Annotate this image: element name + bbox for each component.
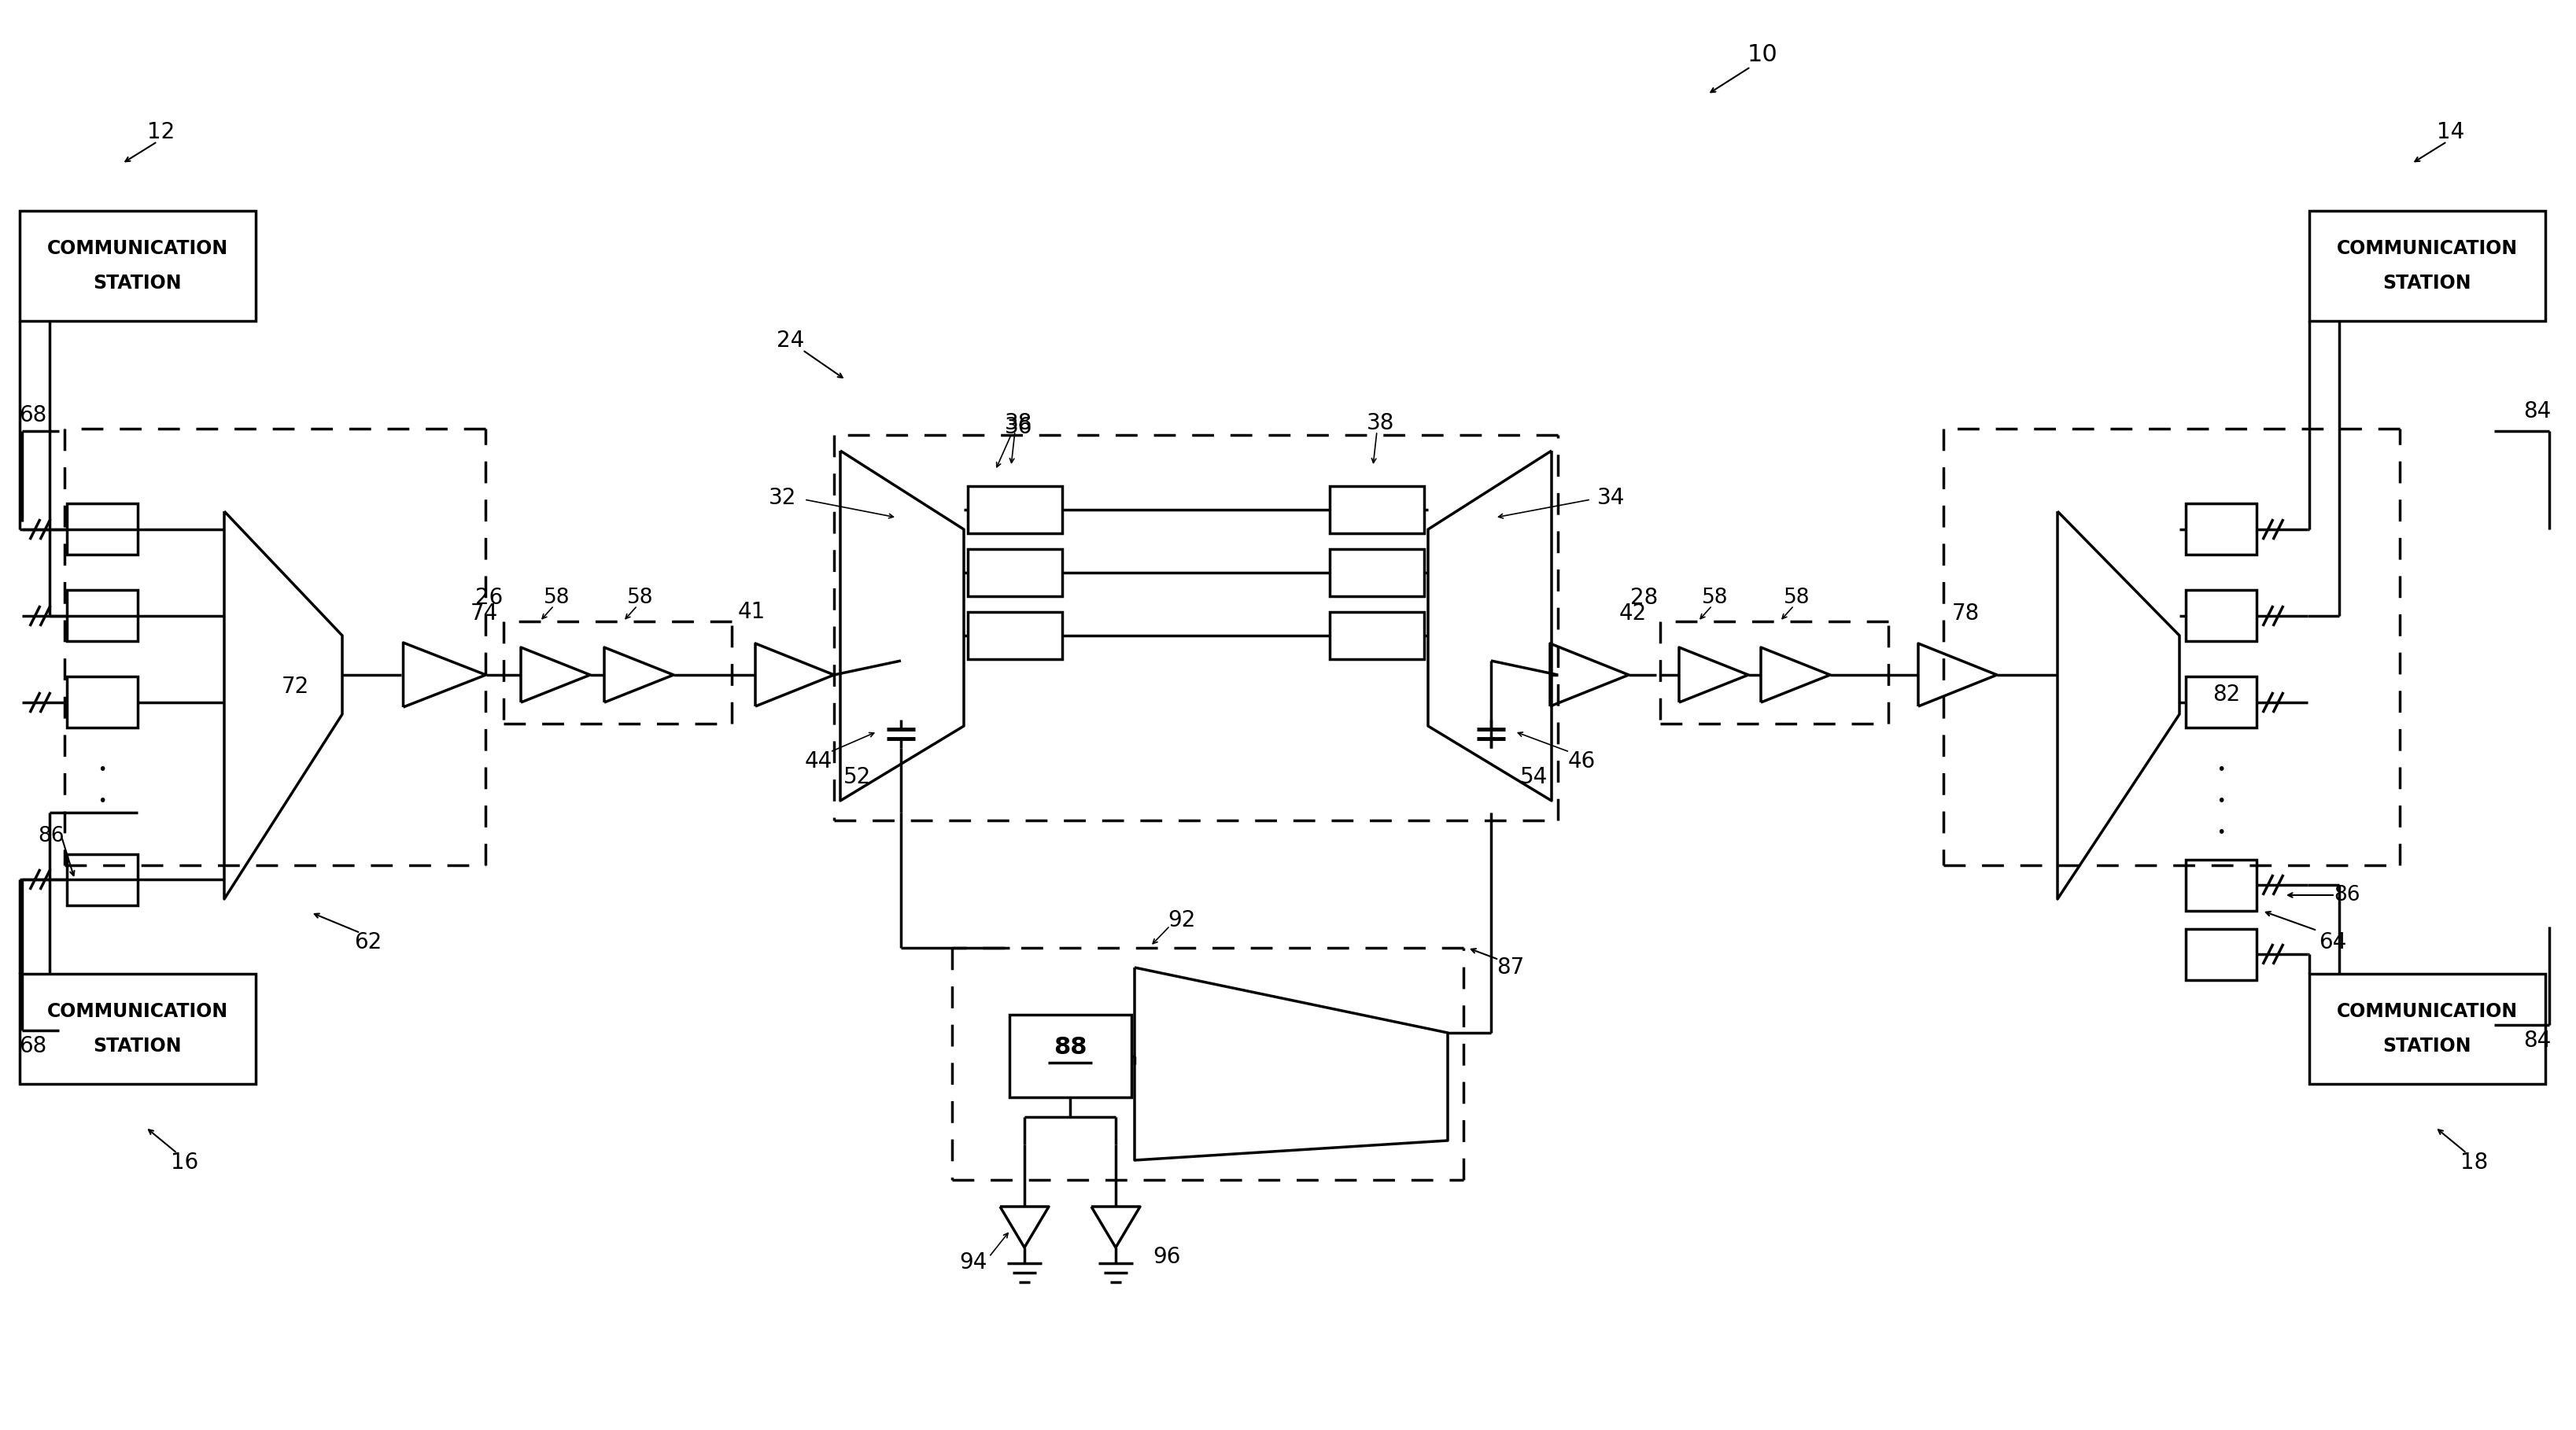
Text: STATION: STATION — [93, 1037, 183, 1055]
Bar — [2187, 503, 2257, 555]
Bar — [67, 854, 137, 905]
Text: 18: 18 — [2460, 1151, 2488, 1174]
Bar — [2187, 930, 2257, 980]
Text: •: • — [2218, 825, 2226, 839]
Text: 10: 10 — [1747, 44, 1777, 66]
Bar — [2187, 676, 2257, 728]
Text: 87: 87 — [1497, 957, 1525, 978]
Bar — [1329, 486, 1425, 533]
Text: 68: 68 — [18, 405, 46, 426]
Text: 58: 58 — [1703, 588, 1728, 608]
Bar — [67, 591, 137, 641]
Text: STATION: STATION — [93, 273, 183, 293]
Text: 24: 24 — [778, 329, 804, 352]
Bar — [969, 549, 1061, 596]
Text: 16: 16 — [170, 1151, 198, 1174]
Bar — [21, 974, 255, 1084]
Text: COMMUNICATION: COMMUNICATION — [2336, 239, 2517, 257]
Text: 26: 26 — [477, 586, 502, 609]
Text: 32: 32 — [770, 486, 796, 509]
Text: 38: 38 — [1005, 412, 1033, 435]
Text: COMMUNICATION: COMMUNICATION — [46, 1002, 229, 1021]
Text: •: • — [98, 794, 106, 808]
Text: 36: 36 — [1005, 416, 1033, 438]
Bar — [2308, 974, 2545, 1084]
Text: 92: 92 — [1167, 909, 1195, 931]
Text: 58: 58 — [1785, 588, 1811, 608]
Text: 28: 28 — [1631, 586, 1659, 609]
Text: COMMUNICATION: COMMUNICATION — [2336, 1002, 2517, 1021]
Text: 44: 44 — [804, 751, 832, 772]
Bar — [1329, 549, 1425, 596]
Text: 88: 88 — [1054, 1035, 1087, 1058]
Text: 52: 52 — [845, 766, 871, 788]
Bar — [1329, 612, 1425, 659]
Text: 74: 74 — [469, 602, 497, 625]
Text: 86: 86 — [2334, 885, 2360, 905]
Text: •: • — [2218, 794, 2226, 808]
Text: 84: 84 — [2524, 1030, 2550, 1051]
Text: 96: 96 — [1154, 1246, 1180, 1268]
Bar — [2187, 591, 2257, 641]
Text: 94: 94 — [958, 1251, 987, 1274]
Bar — [21, 210, 255, 320]
Text: 12: 12 — [147, 122, 175, 143]
Text: 58: 58 — [629, 588, 654, 608]
Text: COMMUNICATION: COMMUNICATION — [46, 239, 229, 257]
Text: 62: 62 — [355, 931, 381, 954]
Text: 84: 84 — [2524, 400, 2550, 422]
Text: 58: 58 — [544, 588, 569, 608]
Bar — [969, 612, 1061, 659]
Text: 72: 72 — [281, 675, 309, 698]
Text: 54: 54 — [1520, 766, 1548, 788]
Bar — [67, 676, 137, 728]
Text: 34: 34 — [1597, 486, 1625, 509]
Text: •: • — [2218, 762, 2226, 776]
Text: 82: 82 — [2213, 684, 2241, 705]
Text: 64: 64 — [2318, 931, 2347, 954]
Text: 41: 41 — [737, 601, 765, 623]
Text: 14: 14 — [2437, 122, 2465, 143]
Bar — [2308, 210, 2545, 320]
Text: STATION: STATION — [2383, 273, 2470, 293]
Text: STATION: STATION — [2383, 1037, 2470, 1055]
Bar — [67, 503, 137, 555]
Text: 78: 78 — [1953, 602, 1978, 625]
Text: 46: 46 — [1569, 751, 1595, 772]
Bar — [1010, 1015, 1131, 1097]
Text: 68: 68 — [18, 1035, 46, 1057]
Text: 42: 42 — [1618, 602, 1646, 625]
Text: 38: 38 — [1368, 412, 1394, 435]
Bar — [969, 486, 1061, 533]
Text: •: • — [98, 762, 106, 776]
Bar — [2187, 859, 2257, 911]
Text: 86: 86 — [39, 827, 64, 847]
